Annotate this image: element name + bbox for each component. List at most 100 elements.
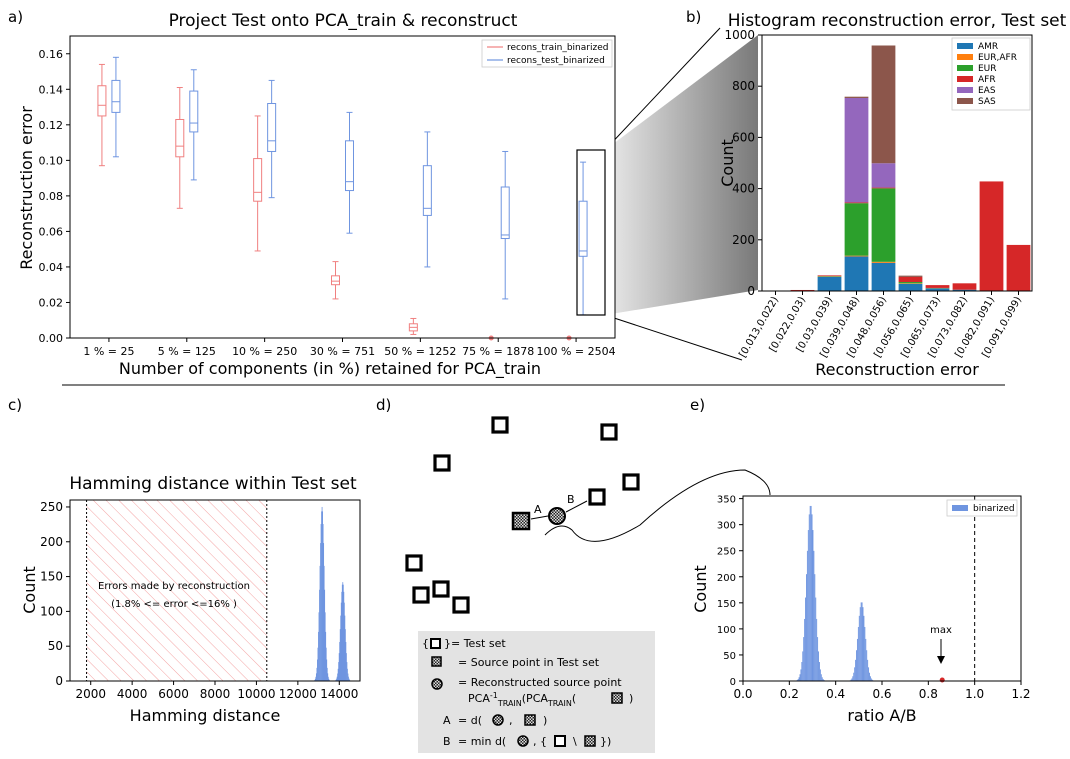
x-tick-label: 1.0 <box>965 687 984 701</box>
test-set-point <box>407 556 421 570</box>
y-tick-label: 0.06 <box>39 225 64 238</box>
y-tick-label: 100 <box>717 625 736 636</box>
hist-bar <box>799 677 800 681</box>
y-tick-label: 50 <box>723 651 736 662</box>
arrow-A <box>531 516 548 519</box>
legend-swatch <box>957 76 973 82</box>
hamming-annotation-line2: (1.8% <= error <=16% ) <box>111 599 237 610</box>
hist-bar <box>820 669 821 681</box>
test-set-point <box>454 598 468 612</box>
hist-bar <box>810 506 811 681</box>
x-tick-label: 5 % = 125 <box>158 345 216 358</box>
hist-bar <box>860 607 861 681</box>
y-tick-label: 800 <box>732 79 755 93</box>
x-tick-label: 2000 <box>75 687 106 701</box>
hist-bar <box>812 514 813 681</box>
hist-bar <box>807 551 808 681</box>
hist-bar <box>859 616 860 681</box>
hist-bar <box>869 673 870 681</box>
legend-entry: EUR,AFR <box>978 53 1017 63</box>
y-tick-label: 0.14 <box>39 83 64 96</box>
x-tick-label: 1.2 <box>1011 687 1030 701</box>
hist-bar <box>822 677 823 681</box>
y-tick-label: 200 <box>717 573 736 584</box>
hist-bar <box>863 607 864 681</box>
source-point <box>513 513 529 529</box>
hist-bar <box>816 619 817 681</box>
stacked-bar-segment <box>899 283 923 284</box>
hist-bar <box>866 650 867 681</box>
x-tick-label: 6000 <box>158 687 189 701</box>
projection-diagram: A B { }= Test set = Source point in Test… <box>407 418 770 753</box>
y-tick-label: 0.10 <box>39 154 64 167</box>
legend-B-close: }) <box>600 735 611 748</box>
hist-bar <box>813 530 814 681</box>
stacked-bar-segment <box>899 284 923 291</box>
hist-bar <box>862 602 863 681</box>
x-tick-label: 50 % = 1252 <box>384 345 456 358</box>
ratio-ylabel: Count <box>691 565 710 613</box>
legend-test-set: }= Test set <box>444 637 506 650</box>
legend-A-lhs: A <box>443 714 451 727</box>
stacked-bar-segment <box>872 45 896 163</box>
y-tick-label: 0 <box>747 284 755 298</box>
hist-bar <box>870 676 871 681</box>
stacked-bar-segment <box>872 263 896 291</box>
stacked-bar-segment <box>1007 245 1031 291</box>
hist-bar <box>821 674 822 681</box>
hist-bar <box>801 662 802 681</box>
x-tick-label: 30 % = 751 <box>310 345 375 358</box>
legend-entry: SAS <box>978 97 996 107</box>
boxplot-chart: 0.000.020.040.060.080.100.120.140.161 % … <box>17 11 616 379</box>
legend-B-eq: = min d( <box>458 735 506 748</box>
hist-bar <box>817 637 818 681</box>
hist-bar <box>865 639 866 681</box>
y-tick-label: 100 <box>40 604 63 618</box>
legend-swatch <box>957 65 973 71</box>
legend-B-sep: , { <box>533 735 547 748</box>
legend-swatch <box>957 54 973 60</box>
stacked-bar-segment <box>899 282 923 283</box>
hist-bar <box>814 574 815 681</box>
legend-swatch <box>957 98 973 104</box>
hist-bar <box>864 627 865 681</box>
boxplot-legend: recons_train_binarized recons_test_binar… <box>482 40 612 67</box>
x-tick-label: 12000 <box>279 687 317 701</box>
hist-bar <box>868 667 869 681</box>
y-tick-label: 0.00 <box>39 332 64 345</box>
hist-bar <box>803 637 804 681</box>
test-set-point <box>493 418 507 432</box>
legend-A-close: ) <box>543 714 547 727</box>
panel-label-b: b) <box>686 8 701 26</box>
hist-bar <box>818 651 819 681</box>
ratio-legend: binarized <box>947 500 1017 516</box>
y-tick-label: 0.08 <box>39 190 64 203</box>
stacked-bar-segment <box>818 277 842 291</box>
max-label: max <box>930 625 952 636</box>
x-tick-label: 0.0 <box>733 687 752 701</box>
x-tick-label: 8000 <box>200 687 231 701</box>
legend-A-eq: = d( <box>458 714 482 727</box>
hist-bar <box>813 551 814 681</box>
hist-bar <box>861 602 862 681</box>
y-tick-label: 250 <box>717 547 736 558</box>
test-set-point <box>414 588 428 602</box>
stacked-bar-segment <box>791 290 815 291</box>
ratio-xlabel: ratio A/B <box>847 706 916 725</box>
legend-swatch <box>957 87 973 93</box>
stacked-bar-segment <box>980 181 1004 291</box>
diagram-label-B: B <box>567 493 575 506</box>
legend-entry: AFR <box>978 75 996 85</box>
stacked-bar-segment <box>845 203 869 255</box>
x-tick-label: 1 % = 25 <box>83 345 134 358</box>
stacked-ylabel: Count <box>718 139 737 187</box>
y-tick-label: 0.02 <box>39 296 64 309</box>
hamming-ylabel: Count <box>20 566 39 614</box>
hist-bar <box>858 627 859 681</box>
panel-label-c: c) <box>8 396 22 414</box>
zoom-line-bottom <box>605 315 742 360</box>
x-tick-label: 10 % = 250 <box>232 345 297 358</box>
legend-swatch <box>957 43 973 49</box>
